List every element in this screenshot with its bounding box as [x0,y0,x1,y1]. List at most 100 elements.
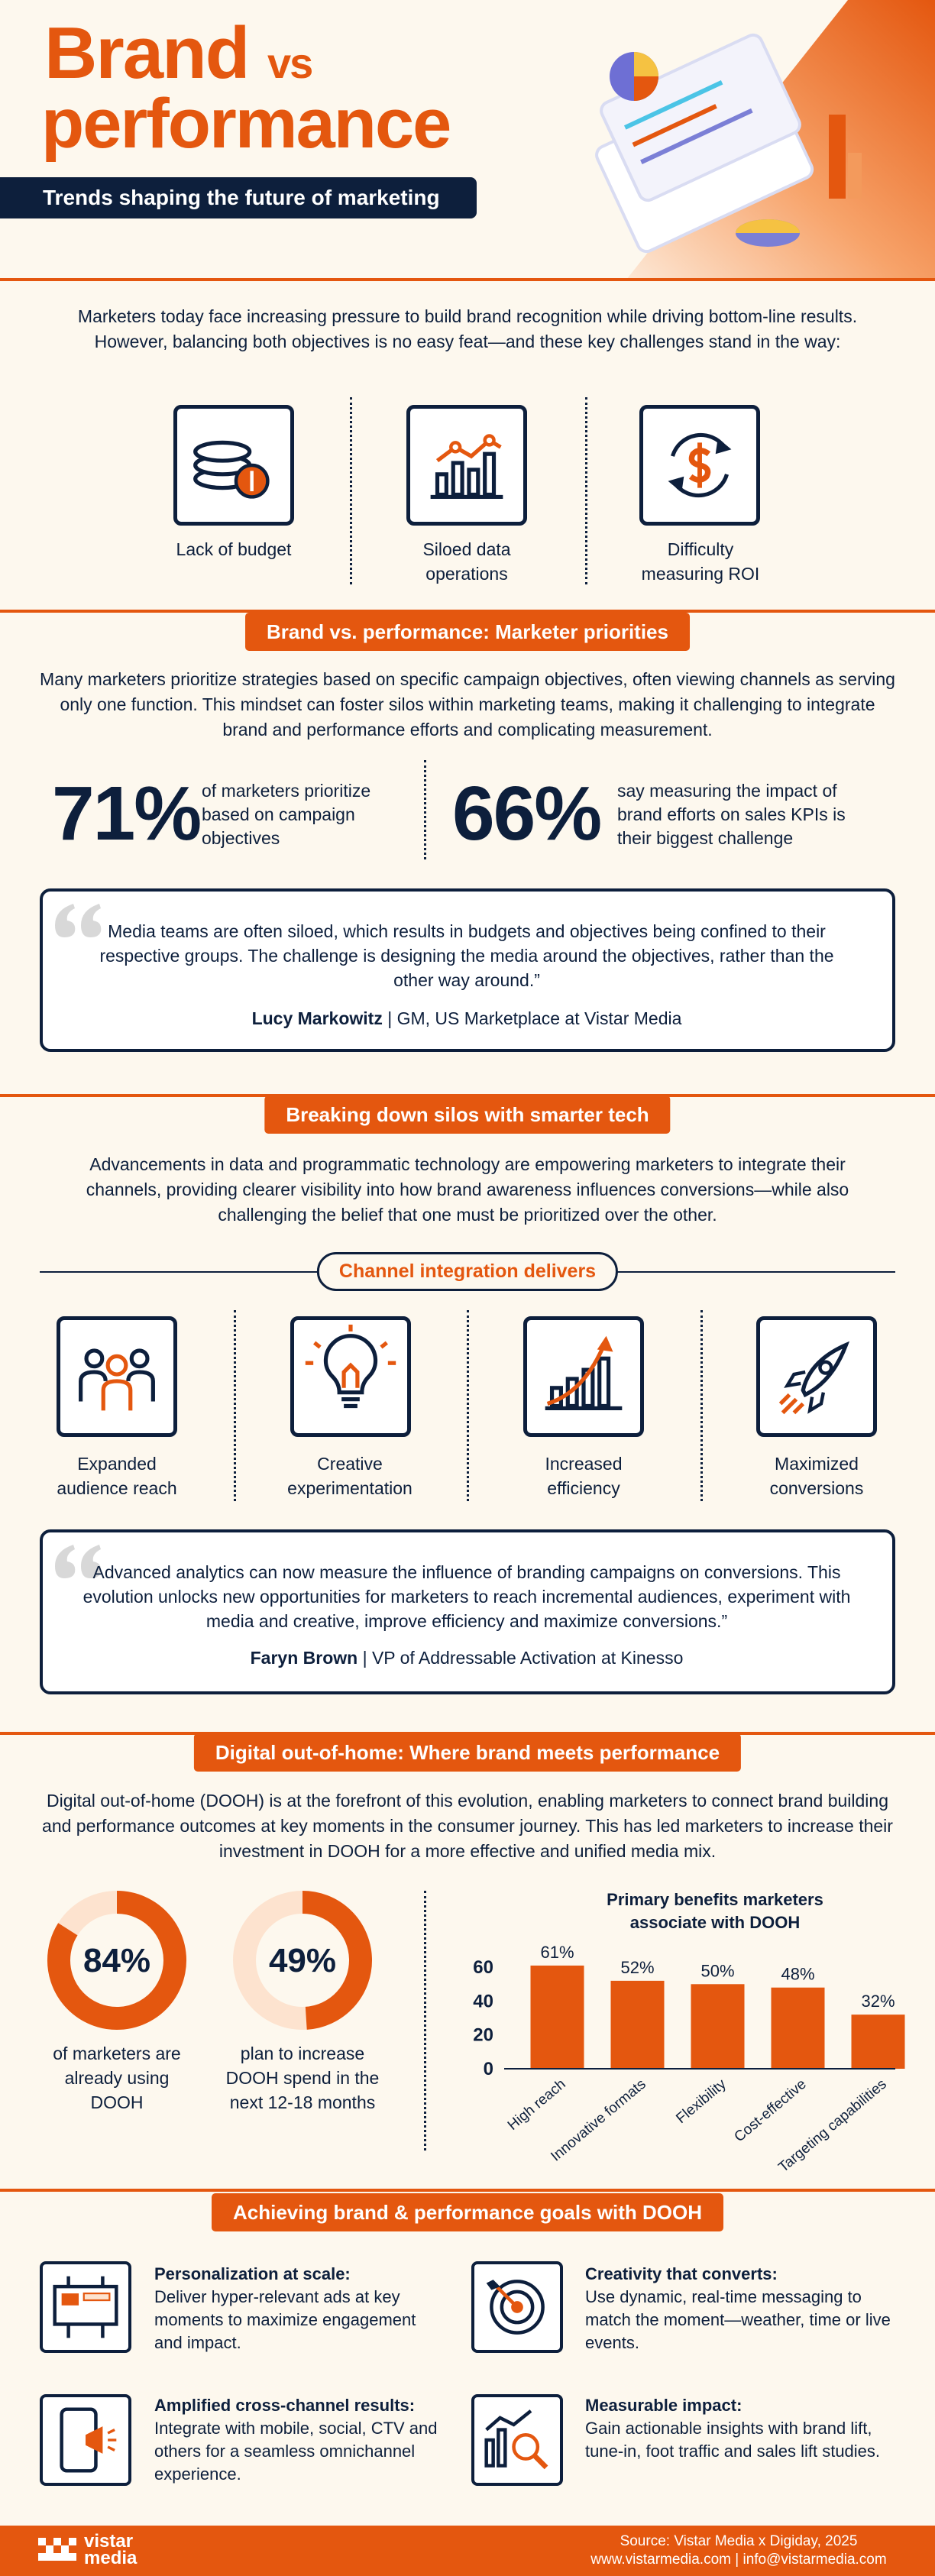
quote-text: Media teams are often siloed, which resu… [99,921,834,990]
goal-item: Creativity that converts: Use dynamic, re… [585,2263,891,2354]
goal-title: Personalization at scale: [154,2264,351,2283]
value-label: 52% [620,1958,654,1977]
goal-title: Amplified cross-channel results: [154,2396,416,2415]
target-icon [486,2280,545,2335]
x-tick-label: Targeting capabilities [775,2076,889,2176]
donut-arc [47,1891,186,2030]
section-text: Digital out-of-home (DOOH) is at the for… [42,1791,893,1861]
footer-info: Source: Vistar Media x Digiday, 2025 www.… [578,2532,899,2569]
bar [530,1965,584,2069]
goal-text: Gain actionable insights with brand lift… [585,2419,881,2461]
contact: www.vistarmedia.com | info@vistarmedia.c… [590,2552,887,2568]
bar [610,1980,665,2069]
stat-figure: 66% [452,771,602,856]
y-tick-label: 60 [473,1957,493,1978]
value-label: 61% [540,1943,574,1962]
goal-item: Personalization at scale: Deliver hyper-r… [154,2263,425,2354]
stat-figure: 71% [52,771,202,856]
goal-title: Creativity that converts: [585,2264,778,2283]
logo-mark [38,2538,76,2561]
x-tick-label: Cost-effective [731,2076,809,2146]
divider [234,1310,236,1501]
source: Source: Vistar Media x Digiday, 2025 [620,2533,858,2549]
donut-label: plan to increase DOOH spend in the next … [225,2044,380,2112]
separator [0,610,935,613]
donut-value: 84% [83,1942,150,1979]
section-text: Many marketers prioritize strategies bas… [40,669,895,739]
donut-value: 49% [269,1942,336,1979]
icon-box [523,1316,644,1437]
quote-role: | GM, US Marketplace at Vistar Media [387,1008,682,1028]
logo-word: vistar [84,2531,134,2552]
section-heading: Brand vs. performance: Marketer prioriti… [245,613,690,651]
icon-box [471,2394,563,2486]
y-tick-label: 20 [473,2025,493,2046]
icon-box [57,1316,177,1437]
divider [424,760,426,859]
donut-arc [302,1891,372,2030]
quote-attribution: Faryn Brown | VP of Addressable Activati… [81,1646,852,1670]
logo: vistar media [84,2531,137,2568]
icon-box [639,405,760,526]
quote-box: Advanced analytics can now measure the i… [40,1529,895,1694]
challenge-label: Difficulty measuring ROI [641,539,760,584]
billboard-icon [53,2276,118,2338]
subtitle: Trends shaping the future of marketing [0,177,477,218]
value-label: 48% [781,1965,814,1984]
x-tick-label: Flexibility [673,2076,730,2127]
quote-box: Media teams are often siloed, which resu… [40,888,895,1052]
stat-text: of marketers prioritize based on campaig… [202,781,371,848]
benefit-label: Creative experimentation [287,1454,412,1498]
data-icon [430,434,503,500]
goal-item: Amplified cross-channel results: Integrat… [154,2394,445,2486]
efficiency-icon [545,1335,623,1411]
bar [771,1987,825,2069]
divider [350,397,352,584]
goal-text: Integrate with mobile, social, CTV and o… [154,2419,438,2484]
value-label: 32% [861,1992,895,2011]
goal-text: Deliver hyper-relevant ads at key moment… [154,2287,416,2352]
intro-text: Marketers today face increasing pressure… [77,306,858,351]
x-tick-label: High reach [505,2076,569,2134]
chart-title: Primary benefits marketers associate wit… [607,1890,823,1932]
section-text: Advancements in data and programmatic te… [86,1154,849,1225]
benefit-label: Maximized conversions [769,1454,864,1498]
icon-box [40,2261,131,2353]
donut-label: of marketers are already using DOOH [53,2044,181,2112]
separator [0,278,935,281]
quote-name: Lucy Markowitz [251,1008,383,1028]
hero-art [595,0,935,280]
donut-track [47,1891,186,2030]
challenge-label: Lack of budget [176,539,292,559]
divider [700,1310,703,1501]
donut-track [233,1891,372,2030]
goal-text: Use dynamic, real-time messaging to matc… [585,2287,891,2352]
phone-icon [60,2407,117,2473]
roi-icon [668,432,732,498]
challenge-label: Siloed data operations [422,539,511,584]
value-label: 50% [700,1961,734,1980]
footer: vistar media Source: Vistar Media x Digid… [0,2526,935,2576]
divider [467,1310,469,1501]
icon-box [40,2394,131,2486]
separator [0,2189,935,2192]
quote-mark [55,904,102,937]
benefit-label: Expanded audience reach [57,1454,177,1498]
icon-box [290,1316,411,1437]
title-performance: performance [41,85,451,163]
rocket-icon [778,1341,850,1415]
icon-box [406,405,527,526]
stat-text: say measuring the impact of brand effort… [617,781,846,848]
creative-icon [305,1324,396,1409]
y-tick-label: 0 [484,2059,493,2079]
icon-box [173,405,294,526]
quote-role: | VP of Addressable Activation at Kiness… [362,1648,684,1668]
x-tick-label: Innovative formats [548,2076,649,2165]
goal-title: Measurable impact: [585,2396,742,2415]
icon-box [471,2261,563,2353]
quote-attribution: Lucy Markowitz | GM, US Marketplace at V… [81,1006,852,1031]
section-heading: Digital out-of-home: Where brand meets p… [193,1733,742,1772]
section-heading: Breaking down silos with smarter tech [264,1095,671,1134]
audience-icon [79,1348,155,1411]
